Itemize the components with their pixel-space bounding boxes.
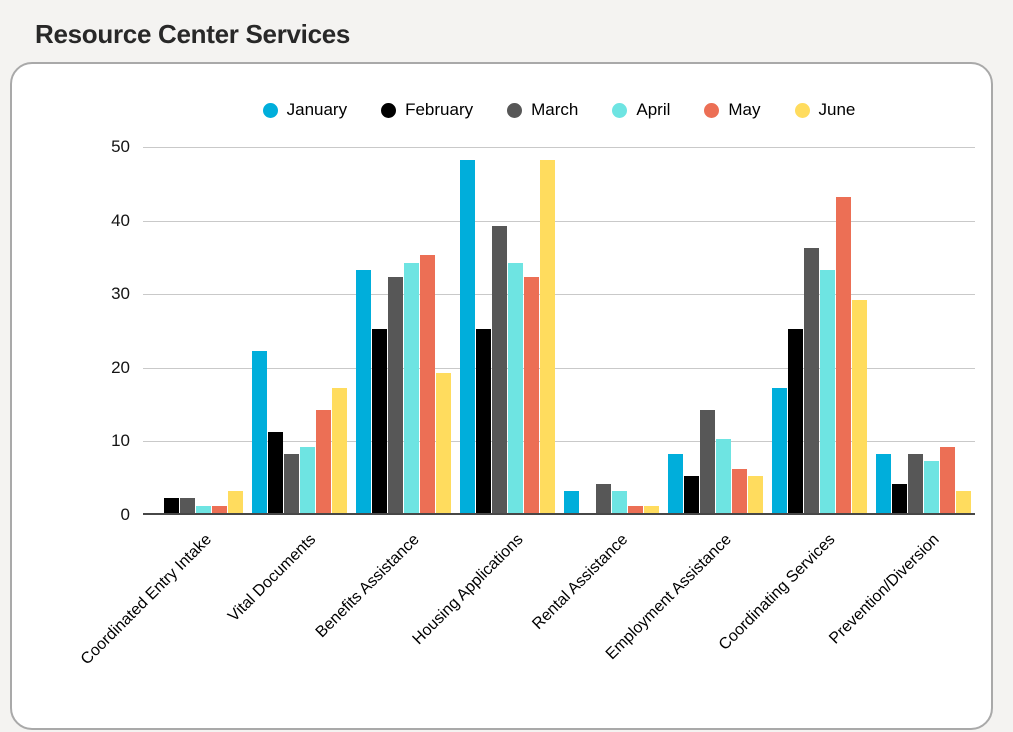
y-tick-label-0: 0	[120, 505, 130, 524]
y-tick-label-10: 10	[111, 431, 130, 451]
bar-april-coordinating-services	[819, 270, 835, 513]
x-axis-labels: Coordinated Entry Intake Vital Documents B…	[78, 519, 975, 729]
y-tick-label-30: 30	[111, 284, 130, 304]
bar-june-housing-applications	[539, 159, 555, 513]
bar-april-employment-assistance	[715, 439, 731, 513]
y-tick-label-20: 20	[111, 357, 130, 377]
bar-may-housing-applications	[523, 277, 539, 513]
bar-group-housing-applications	[455, 147, 559, 513]
bar-february-vital-documents	[267, 432, 283, 513]
bar-group-coordinating-services	[767, 147, 871, 513]
legend-item-june: June	[794, 100, 856, 120]
bar-march-coordinating-services	[803, 248, 819, 513]
bar-may-coordinated-entry-intake	[211, 505, 227, 513]
x-label-text-housing-applications: Housing Applications	[409, 531, 528, 649]
legend-item-april: April	[612, 100, 670, 120]
bar-may-vital-documents	[315, 409, 331, 513]
legend-item-march: March	[507, 100, 578, 120]
legend-label-june: June	[818, 100, 856, 119]
bar-april-rental-assistance	[611, 490, 627, 513]
gridline-50	[143, 147, 975, 148]
bar-may-employment-assistance	[731, 468, 747, 513]
legend-item-february: February	[381, 100, 473, 120]
bar-april-vital-documents	[299, 446, 315, 513]
legend-label-february: February	[405, 100, 474, 119]
legend-label-march: March	[531, 100, 579, 119]
bar-january-rental-assistance	[563, 490, 579, 513]
bar-march-benefits-assistance	[387, 277, 403, 513]
gridline-0	[143, 513, 975, 515]
page-title: Resource Center Services	[35, 19, 351, 50]
bar-june-coordinated-entry-intake	[227, 490, 243, 513]
legend-label-april: April	[636, 100, 671, 119]
bar-march-rental-assistance	[595, 483, 611, 513]
bar-january-prevention-diversion	[875, 454, 891, 513]
x-label-text-benefits-assistance: Benefits Assistance	[312, 531, 424, 642]
gridline-40	[143, 220, 975, 222]
bar-june-employment-assistance	[747, 476, 763, 513]
bar-june-vital-documents	[331, 387, 347, 513]
bar-january-housing-applications	[459, 159, 475, 513]
bar-february-prevention-diversion	[891, 483, 907, 513]
legend-dot-icon-january	[262, 102, 278, 118]
bar-may-prevention-diversion	[939, 446, 955, 513]
y-tick-label-40: 40	[111, 210, 130, 230]
bar-april-housing-applications	[507, 262, 523, 513]
bar-april-coordinated-entry-intake	[195, 505, 211, 513]
bar-june-prevention-diversion	[955, 490, 971, 513]
bar-group-prevention-diversion	[871, 147, 975, 513]
legend-dot-icon-february	[381, 102, 397, 118]
legend-dot-icon-march	[507, 102, 523, 118]
bar-march-coordinated-entry-intake	[179, 498, 195, 513]
bar-march-employment-assistance	[699, 409, 715, 513]
legend-dot-icon-april	[612, 102, 628, 118]
bar-may-rental-assistance	[627, 505, 643, 513]
x-label-text-coordinating-services: Coordinating Services	[716, 531, 840, 654]
bar-group-coordinated-entry-intake	[143, 147, 247, 513]
bar-april-benefits-assistance	[403, 262, 419, 513]
bar-march-prevention-diversion	[907, 454, 923, 513]
gridline-10	[143, 441, 975, 443]
bar-january-coordinating-services	[771, 387, 787, 513]
bar-march-housing-applications	[491, 225, 507, 513]
legend-item-may: May	[704, 100, 761, 120]
chart-legend: January February March April May June	[143, 100, 975, 120]
bar-february-coordinated-entry-intake	[163, 498, 179, 513]
legend-dot-icon-may	[704, 102, 720, 118]
bar-chart-plot: 0 10 20 30 40 50	[111, 137, 975, 524]
bar-june-benefits-assistance	[435, 373, 451, 513]
gridline-30	[143, 294, 975, 296]
bar-january-vital-documents	[251, 351, 267, 513]
x-label-text-coordinated-entry-intake: Coordinated Entry Intake	[77, 531, 216, 669]
bar-may-benefits-assistance	[419, 255, 435, 513]
bar-group-vital-documents	[247, 147, 351, 513]
x-label-text-rental-assistance: Rental Assistance	[529, 531, 632, 633]
legend-dot-icon-june	[794, 102, 810, 118]
x-label-text-vital-documents: Vital Documents	[224, 531, 320, 626]
bar-group-benefits-assistance	[351, 147, 455, 513]
bar-june-rental-assistance	[643, 505, 659, 513]
bar-february-coordinating-services	[787, 329, 803, 513]
bar-february-housing-applications	[475, 329, 491, 513]
bar-march-vital-documents	[283, 454, 299, 513]
legend-label-january: January	[286, 100, 348, 119]
chart-card: January February March April May June 0 10 20 30…	[10, 62, 993, 730]
x-label-text-prevention-diversion: Prevention/Diversion	[826, 531, 944, 648]
bar-february-employment-assistance	[683, 476, 699, 513]
y-tick-label-50: 50	[111, 137, 130, 156]
legend-label-may: May	[728, 100, 761, 119]
legend-item-january: January	[262, 100, 348, 120]
bar-june-coordinating-services	[851, 299, 867, 513]
bar-april-prevention-diversion	[923, 461, 939, 513]
bar-january-benefits-assistance	[355, 270, 371, 513]
bar-group-rental-assistance	[559, 147, 663, 513]
gridline-20	[143, 367, 975, 369]
bar-may-coordinating-services	[835, 196, 851, 513]
bar-february-benefits-assistance	[371, 329, 387, 513]
bar-january-employment-assistance	[667, 454, 683, 513]
bar-group-employment-assistance	[663, 147, 767, 513]
